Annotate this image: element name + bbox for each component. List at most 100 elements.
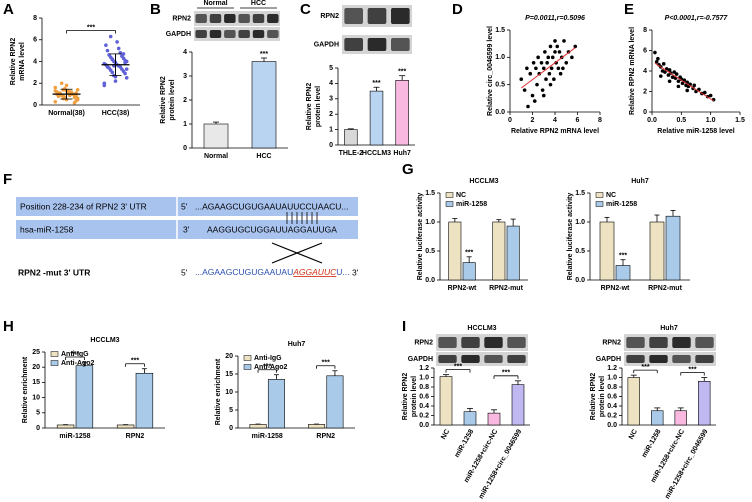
bar bbox=[251, 61, 277, 149]
mut-sequence: ...AGAAGCUGUGAAUAUAGGAUUCU... bbox=[195, 267, 349, 277]
x-axis-label: Relative RPN2 mRNA level bbox=[511, 128, 599, 135]
scatter-point bbox=[540, 88, 545, 92]
y-tick-label: 0 bbox=[36, 425, 40, 432]
chart-title: Huh7 bbox=[631, 178, 649, 185]
y-tick-label: 1.0 bbox=[607, 374, 617, 381]
blot-band bbox=[209, 14, 222, 23]
scatter-point bbox=[547, 71, 552, 76]
dot bbox=[123, 60, 127, 65]
mir-label: hsa-miR-1258 bbox=[20, 224, 74, 234]
x-tick-label: HCCLM3 bbox=[362, 150, 391, 157]
legend-label: Anti-IgG bbox=[61, 351, 89, 358]
y-axis-label: Relative enrichment bbox=[215, 358, 222, 425]
significance: *** bbox=[263, 364, 271, 371]
mut-seq-mutated: AGGAUUC bbox=[292, 267, 337, 277]
scatter-point bbox=[539, 61, 544, 65]
bar bbox=[506, 225, 520, 281]
significance: *** bbox=[372, 80, 380, 87]
y-tick-label: 0 bbox=[643, 109, 647, 116]
bar bbox=[698, 380, 711, 426]
bar bbox=[308, 424, 326, 429]
y-tick-label: 5 bbox=[36, 410, 40, 417]
scatter-point bbox=[570, 55, 574, 60]
mut-seq-part: U... bbox=[336, 267, 349, 277]
scatter-point bbox=[656, 56, 660, 61]
y-tick-label: 2 bbox=[33, 80, 37, 87]
x-tick-label: HCC bbox=[256, 153, 271, 160]
y-tick-label: 0.6 bbox=[607, 393, 617, 400]
scatter-point bbox=[552, 77, 556, 81]
scatter-point bbox=[703, 90, 707, 95]
y-axis-label: Relative RPN2 mRNA level bbox=[629, 27, 636, 115]
x-tick-label: 1.5 bbox=[735, 117, 745, 124]
legend-label: miR-1258 bbox=[456, 201, 487, 208]
scatter-point bbox=[549, 66, 554, 71]
y-tick-label: 1 bbox=[183, 121, 187, 128]
dot bbox=[113, 79, 118, 83]
blot-band bbox=[649, 337, 668, 348]
blot-band bbox=[438, 337, 457, 348]
dot bbox=[121, 52, 126, 56]
x-tick-label: RPN2 bbox=[126, 433, 145, 440]
y-tick-label: 2 bbox=[643, 88, 647, 95]
y-tick-label: 0 bbox=[33, 102, 37, 109]
blot-band bbox=[695, 337, 714, 348]
y-axis-label: mRNA level bbox=[19, 42, 26, 81]
bar bbox=[326, 375, 344, 429]
scatter-point bbox=[558, 71, 563, 76]
dot bbox=[75, 97, 80, 102]
scatter-point bbox=[670, 75, 675, 79]
scatter-point bbox=[564, 61, 569, 65]
bar bbox=[448, 221, 462, 281]
y-axis-label: Relative circ_0046599 level bbox=[487, 26, 494, 116]
significance: *** bbox=[260, 51, 268, 58]
chart-title: P<0.0001,r=-0.7577 bbox=[665, 15, 729, 22]
legend-label: miR-1258 bbox=[606, 201, 637, 208]
y-tick-label: 0.2 bbox=[419, 412, 429, 419]
y-axis-label: protein level bbox=[315, 86, 322, 127]
dot bbox=[110, 57, 115, 62]
dot bbox=[53, 89, 58, 93]
legend-label: NC bbox=[606, 192, 616, 199]
y-tick-label: 25 bbox=[32, 349, 40, 356]
y-tick-label: 10 bbox=[225, 389, 233, 396]
significance: *** bbox=[322, 360, 330, 367]
x-tick-label: NC bbox=[440, 428, 451, 440]
mut-5prime: 5' bbox=[181, 267, 188, 277]
panel-label: C bbox=[300, 1, 311, 18]
significance: *** bbox=[131, 358, 139, 365]
panel-label: E bbox=[624, 1, 634, 18]
blot-band bbox=[672, 337, 691, 348]
scatter-point bbox=[544, 77, 548, 81]
x-axis-label: Relative miR-1258 level bbox=[657, 128, 734, 135]
bar bbox=[135, 372, 154, 429]
dot bbox=[53, 99, 58, 104]
legend-swatch bbox=[445, 201, 454, 207]
y-tick-label: 0 bbox=[229, 425, 233, 432]
y-tick-label: 10 bbox=[32, 394, 40, 401]
significance: *** bbox=[641, 364, 649, 371]
legend-label: Anti-IgG bbox=[254, 355, 282, 362]
significance: *** bbox=[688, 366, 696, 373]
y-axis-label: Relative RPN2 bbox=[160, 76, 167, 124]
scatter-point bbox=[536, 55, 540, 60]
y-tick-label: 15 bbox=[32, 379, 40, 386]
y-tick-label: 2 bbox=[183, 97, 187, 104]
y-axis-label: Relative RPN2 bbox=[10, 38, 17, 86]
x-tick-label: miR-1258 bbox=[59, 433, 90, 440]
scatter-point bbox=[676, 84, 681, 89]
blot-band bbox=[626, 337, 645, 348]
bar bbox=[651, 410, 664, 426]
x-tick-label: NC bbox=[628, 428, 639, 440]
y-tick-label: 8 bbox=[33, 15, 37, 22]
scatter-point bbox=[654, 59, 659, 64]
scatter-point bbox=[666, 73, 671, 77]
scatter-point bbox=[522, 88, 527, 92]
x-tick-label: 0.0 bbox=[647, 117, 657, 124]
blot-label: GAPDH bbox=[314, 41, 339, 48]
y-tick-label: 2 bbox=[329, 111, 333, 118]
bar bbox=[267, 379, 285, 429]
bar bbox=[75, 365, 94, 429]
scatter-point bbox=[541, 66, 546, 71]
